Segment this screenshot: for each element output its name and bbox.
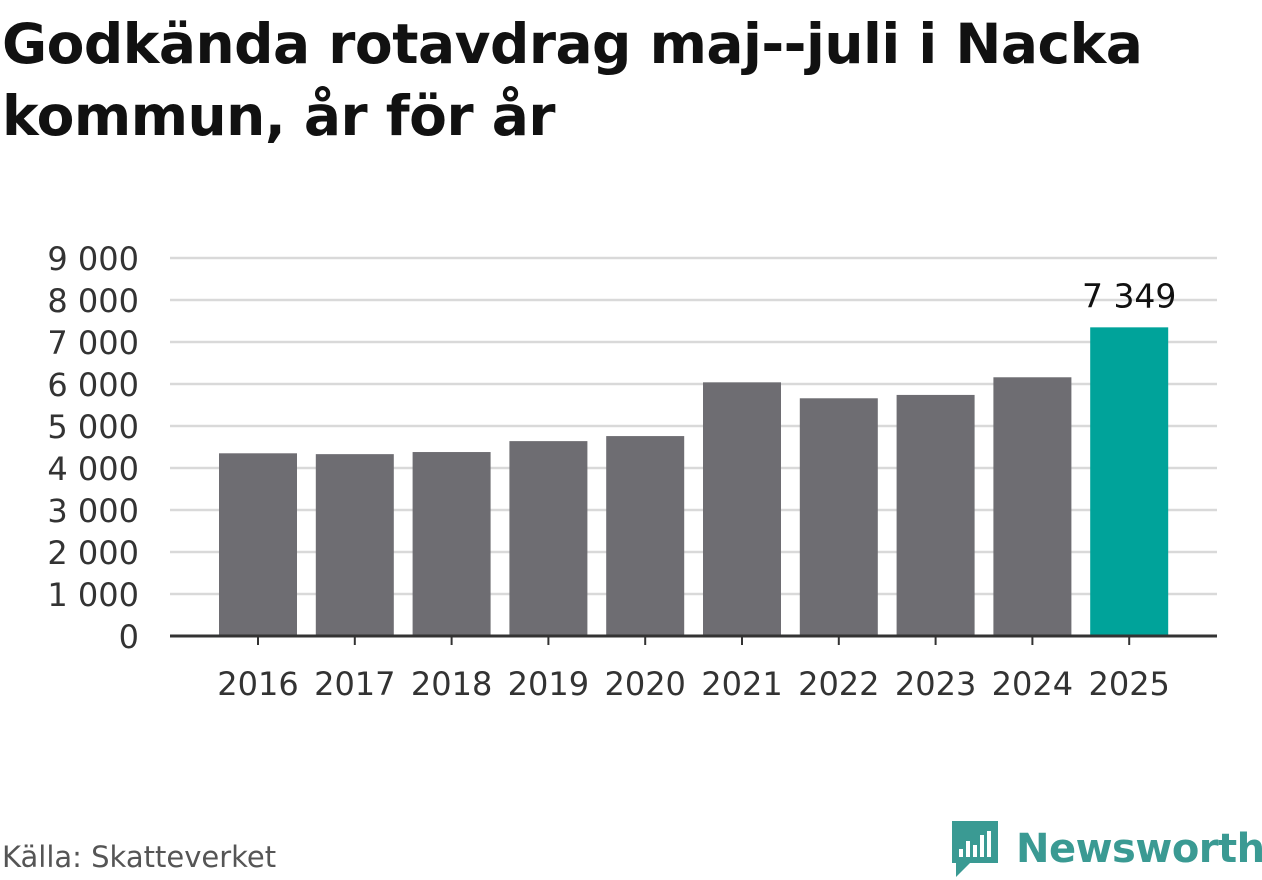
x-tick-label: 2017 bbox=[314, 665, 395, 703]
bar bbox=[1090, 327, 1169, 636]
bar bbox=[315, 454, 394, 636]
x-tick-label: 2018 bbox=[411, 665, 492, 703]
chart-title: Godkända rotavdrag maj--juli i Nacka kom… bbox=[2, 12, 1143, 148]
bar bbox=[993, 377, 1072, 636]
x-tick-label: 2020 bbox=[604, 665, 685, 703]
y-tick-label: 1 000 bbox=[47, 576, 139, 614]
x-tick-label: 2019 bbox=[508, 665, 589, 703]
x-tick-label: 2025 bbox=[1088, 665, 1169, 703]
y-tick-label: 2 000 bbox=[47, 534, 139, 572]
y-tick-label: 8 000 bbox=[47, 282, 139, 320]
x-axis-ticks: 2016 2017 2018 2019 2020 2021 2022 2023 2024 2025 bbox=[217, 636, 1170, 703]
source-note: Källa: Skatteverket bbox=[2, 840, 277, 874]
brand: Newsworthy bbox=[950, 818, 1262, 880]
bar bbox=[606, 436, 685, 636]
bar bbox=[703, 382, 781, 636]
bar bbox=[799, 398, 878, 636]
brand-name: Newsworthy bbox=[1016, 826, 1262, 872]
y-tick-label: 4 000 bbox=[47, 450, 139, 488]
y-tick-label: 3 000 bbox=[47, 492, 139, 530]
y-tick-label: 7 000 bbox=[47, 324, 139, 362]
data-labels: 7 349 bbox=[1082, 276, 1176, 315]
bar bbox=[219, 453, 297, 636]
bar bbox=[509, 441, 588, 636]
data-label: 7 349 bbox=[1082, 276, 1176, 315]
y-tick-label: 5 000 bbox=[47, 408, 139, 446]
x-tick-label: 2024 bbox=[992, 665, 1073, 703]
y-tick-label: 6 000 bbox=[47, 366, 139, 404]
bars bbox=[219, 327, 1169, 636]
y-tick-label: 0 bbox=[119, 618, 139, 656]
x-tick-label: 2021 bbox=[701, 665, 782, 703]
newsworthy-logo-icon bbox=[952, 821, 998, 877]
y-axis-ticks: 0 1 000 2 000 3 000 4 000 5 000 6 000 7 000 8 00… bbox=[47, 240, 139, 656]
x-tick-label: 2022 bbox=[798, 665, 879, 703]
bar bbox=[412, 452, 491, 636]
y-tick-label: 9 000 bbox=[47, 240, 139, 278]
x-tick-label: 2023 bbox=[895, 665, 976, 703]
bar bbox=[896, 394, 975, 636]
x-tick-label: 2016 bbox=[217, 665, 298, 703]
